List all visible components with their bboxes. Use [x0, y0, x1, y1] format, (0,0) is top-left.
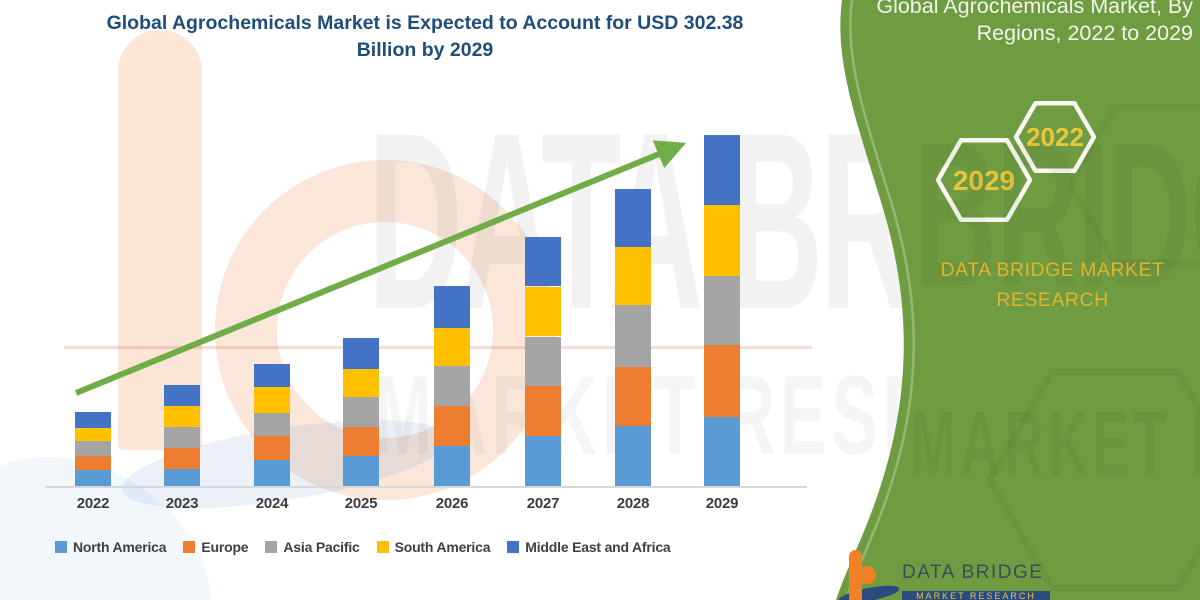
footer-logo-b-bowl-icon — [858, 566, 876, 584]
panel-brand-text: DATA BRIDGE MARKET RESEARCH — [905, 255, 1200, 315]
legend-item-north-america: North America — [55, 539, 167, 555]
hexagon-2029-outline — [935, 137, 1033, 223]
bar-segment-south-america — [75, 427, 111, 441]
footer-logo-brand-text: DATA BRIDGE — [902, 562, 1044, 583]
panel-heading-line-1: Global Agrochemicals Market, By — [876, 0, 1193, 18]
ghost-hexagon-top — [1065, 103, 1200, 267]
x-tick-label: 2022 — [76, 495, 110, 512]
chart-title: Global Agrochemicals Market is Expected … — [55, 10, 795, 64]
footer-logo: DATA BRIDGE MARKET RESEARCH — [837, 546, 1158, 600]
bar-segment-middle-east-and-africa — [75, 412, 111, 428]
legend-label: Asia Pacific — [283, 539, 360, 555]
legend-swatch — [507, 541, 520, 553]
panel-brand-line-2: RESEARCH — [996, 289, 1109, 311]
panel-heading: Global Agrochemicals Market, By Regions,… — [850, 0, 1193, 47]
bar-segment-europe — [704, 345, 740, 417]
panel-heading-line-2: Regions, 2022 to 2029 — [976, 21, 1193, 45]
side-panel-background — [836, 0, 1200, 600]
bar-segment-north-america — [164, 468, 200, 487]
legend-label: South America — [394, 539, 491, 555]
legend-item-asia-pacific: Asia Pacific — [265, 539, 360, 555]
chart-legend: North America Europe Asia Pacific South Ame… — [55, 539, 795, 555]
footer-logo-sub-strip: MARKET RESEARCH — [902, 591, 1050, 600]
legend-swatch — [55, 541, 67, 553]
side-panel-edge-highlight — [844, 0, 916, 600]
x-tick-label: 2023 — [165, 495, 199, 512]
bar-segment-north-america — [75, 470, 111, 487]
bar-segment-south-america — [704, 205, 740, 276]
bar-segment-north-america — [704, 417, 740, 487]
hexagon-2029-label: 2029 — [953, 165, 1015, 196]
x-tick-label: 2029 — [705, 495, 739, 512]
bar-segment-asia-pacific — [704, 276, 740, 346]
footer-logo-b-icon — [849, 550, 862, 600]
bar-segment-middle-east-and-africa — [704, 135, 740, 206]
legend-label: Middle East and Africa — [525, 539, 671, 555]
bar-segment-europe — [75, 455, 111, 471]
legend-item-europe: Europe — [183, 539, 249, 555]
bar-segment-asia-pacific — [343, 397, 379, 427]
ghost-hexagon-bottom — [985, 368, 1200, 592]
footer-logo-swoosh-icon — [837, 582, 901, 600]
legend-label: North America — [73, 539, 167, 555]
bar-segment-north-america — [615, 426, 651, 487]
legend-swatch — [376, 541, 389, 553]
chart-title-line-2: Billion by 2029 — [356, 39, 494, 61]
legend-item-south-america: South America — [376, 539, 491, 555]
bar-segment-europe — [164, 448, 200, 469]
bar-segment-asia-pacific — [75, 440, 111, 456]
legend-label: Europe — [201, 539, 249, 555]
legend-swatch — [265, 541, 278, 553]
legend-swatch — [183, 541, 196, 553]
hexagon-2022-outline — [1013, 100, 1097, 174]
x-tick-label: 2028 — [616, 495, 650, 512]
chart-title-line-1: Global Agrochemicals Market is Expected … — [106, 12, 744, 34]
hexagon-2022-label: 2022 — [1026, 122, 1084, 152]
legend-item-middle-east-and-africa: Middle East and Africa — [507, 539, 671, 555]
panel-brand-line-1: DATA BRIDGE MARKET — [940, 259, 1165, 281]
